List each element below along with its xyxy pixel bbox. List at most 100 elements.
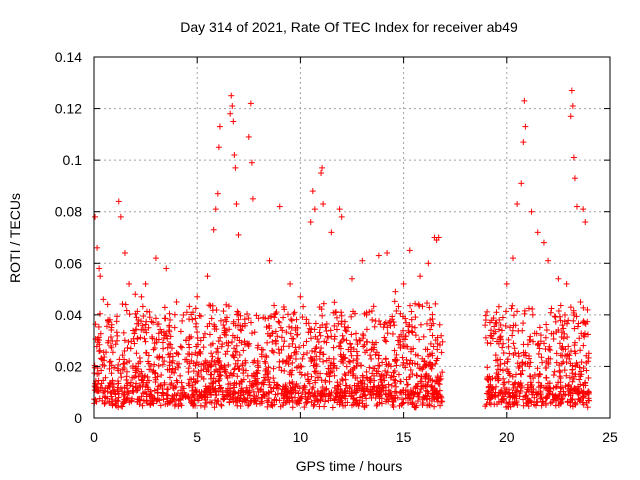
data-point xyxy=(299,314,306,321)
data-point xyxy=(393,383,400,390)
data-point xyxy=(317,370,324,377)
data-point xyxy=(201,330,208,337)
data-point xyxy=(324,334,331,341)
chart-title: Day 314 of 2021, Rate Of TEC Index for r… xyxy=(180,19,518,35)
data-point xyxy=(509,332,516,339)
data-point xyxy=(368,355,375,362)
data-point xyxy=(369,316,376,323)
data-point xyxy=(266,257,273,264)
data-point xyxy=(223,301,230,308)
data-point xyxy=(220,308,227,315)
data-point xyxy=(97,273,104,280)
data-point xyxy=(521,97,528,104)
data-point xyxy=(142,280,149,287)
data-point xyxy=(276,350,283,357)
data-point xyxy=(261,358,268,365)
data-point xyxy=(132,326,139,333)
data-point xyxy=(565,317,572,324)
data-point xyxy=(92,321,99,328)
data-point xyxy=(115,198,122,205)
data-point xyxy=(113,329,120,336)
data-point xyxy=(424,381,431,388)
data-point xyxy=(384,330,391,337)
data-point xyxy=(106,358,113,365)
data-point xyxy=(133,350,140,357)
data-point xyxy=(492,352,499,359)
data-point xyxy=(576,335,583,342)
data-point xyxy=(235,231,242,238)
data-point xyxy=(169,345,176,352)
data-point xyxy=(151,361,158,368)
data-point xyxy=(520,396,527,403)
data-point xyxy=(428,383,435,390)
data-point xyxy=(288,335,295,342)
data-point xyxy=(192,305,199,312)
data-point xyxy=(208,357,215,364)
data-point xyxy=(251,329,258,336)
data-point xyxy=(399,400,406,407)
data-point xyxy=(281,367,288,374)
data-point xyxy=(420,333,427,340)
data-point xyxy=(349,275,355,282)
data-point xyxy=(338,312,345,319)
data-point xyxy=(323,370,330,377)
x-tick-label: 0 xyxy=(90,429,98,445)
data-point xyxy=(557,302,564,309)
data-point xyxy=(249,195,256,202)
data-point xyxy=(336,206,343,213)
data-point xyxy=(216,123,223,130)
data-point xyxy=(522,123,529,130)
data-point xyxy=(395,341,402,348)
data-point xyxy=(319,312,326,319)
data-point xyxy=(97,347,104,354)
data-point xyxy=(330,355,337,362)
y-axis-label: ROTI / TECUs xyxy=(7,193,23,283)
data-point xyxy=(438,394,445,401)
y-tick-label: 0.04 xyxy=(55,307,82,323)
data-point xyxy=(499,367,506,374)
data-point xyxy=(276,319,283,326)
data-point xyxy=(527,333,534,340)
data-point xyxy=(309,188,316,195)
data-points xyxy=(91,87,593,411)
data-point xyxy=(293,316,300,323)
data-point xyxy=(347,341,354,348)
data-point xyxy=(173,350,180,357)
data-point xyxy=(290,335,297,342)
data-point xyxy=(114,313,121,320)
data-point xyxy=(509,373,516,380)
data-point xyxy=(123,373,130,380)
data-point xyxy=(529,305,536,312)
data-point xyxy=(152,255,159,262)
data-point xyxy=(379,359,386,366)
data-point xyxy=(482,322,489,329)
data-point xyxy=(166,310,173,317)
data-point xyxy=(157,382,164,389)
data-point xyxy=(275,318,282,325)
grid-lines xyxy=(94,57,610,418)
data-point xyxy=(363,395,370,402)
data-point xyxy=(484,339,491,346)
data-point xyxy=(247,319,254,326)
data-point xyxy=(264,339,271,346)
data-point xyxy=(537,371,544,378)
data-point xyxy=(320,358,327,365)
data-point xyxy=(375,252,382,259)
data-point xyxy=(311,326,318,333)
data-point xyxy=(208,315,215,322)
data-point xyxy=(432,300,439,307)
data-point xyxy=(366,364,373,371)
data-point xyxy=(230,118,237,125)
data-point xyxy=(317,332,324,339)
data-point xyxy=(209,353,216,360)
data-point xyxy=(213,306,220,313)
data-point xyxy=(402,333,409,340)
data-point xyxy=(239,361,246,368)
data-point xyxy=(543,321,550,328)
data-point xyxy=(235,316,242,323)
data-point xyxy=(97,310,104,317)
data-point xyxy=(286,380,293,387)
data-point xyxy=(542,334,549,341)
data-point xyxy=(358,379,365,386)
